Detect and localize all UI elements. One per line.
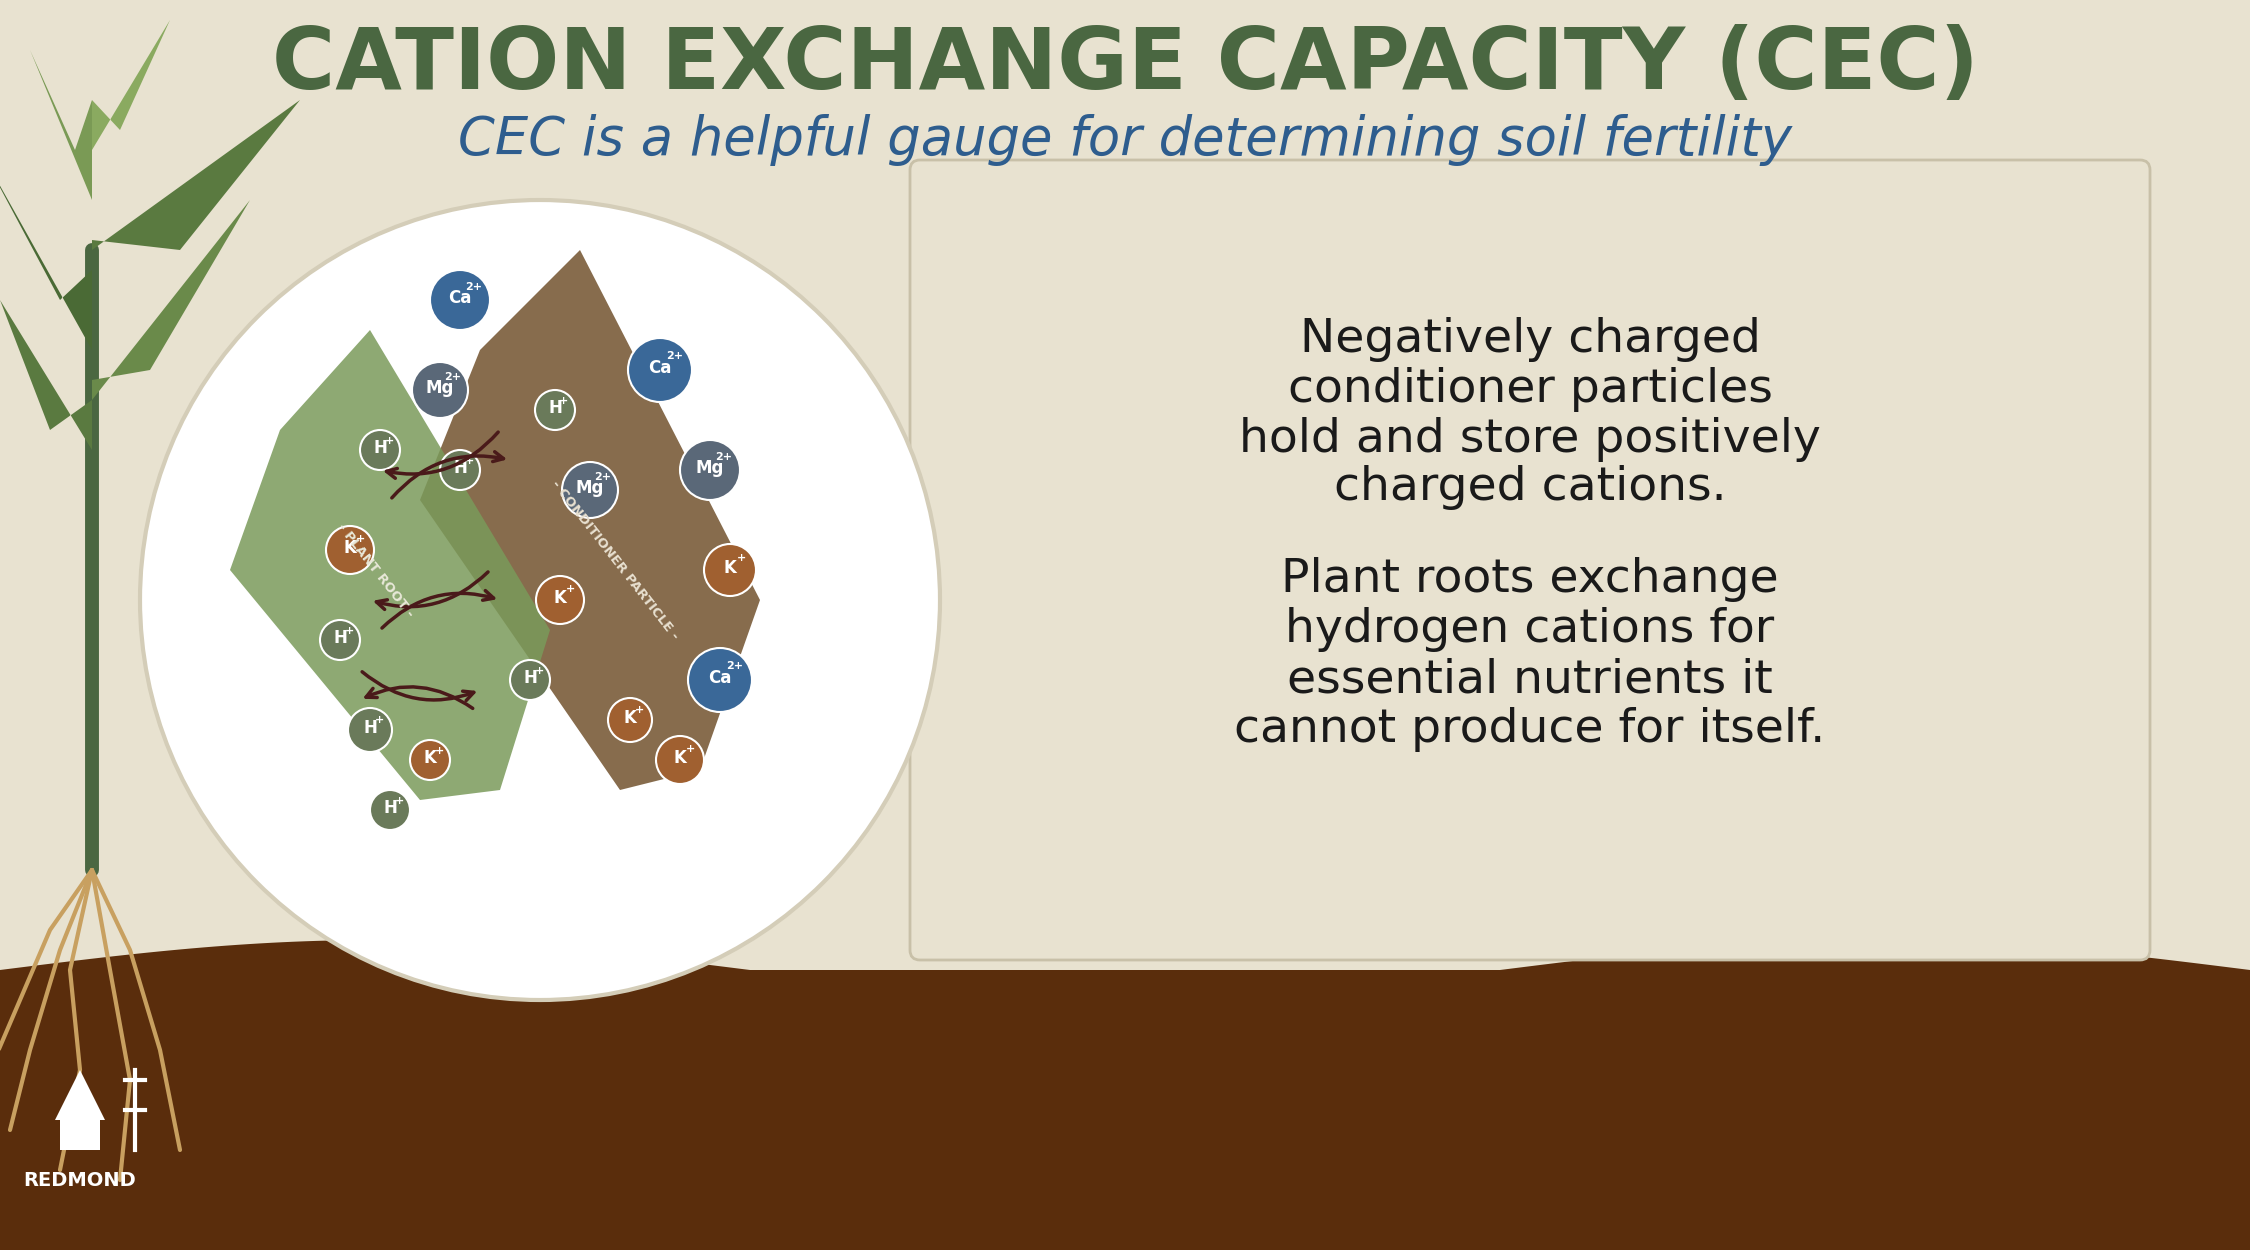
Text: REDMOND: REDMOND xyxy=(22,1170,137,1190)
Circle shape xyxy=(410,740,450,780)
Polygon shape xyxy=(54,1070,106,1120)
Polygon shape xyxy=(0,940,2250,1250)
FancyBboxPatch shape xyxy=(0,970,2250,1250)
Polygon shape xyxy=(421,250,760,790)
Text: Mg: Mg xyxy=(576,479,605,498)
FancyBboxPatch shape xyxy=(909,160,2151,960)
Text: CEC is a helpful gauge for determining soil fertility: CEC is a helpful gauge for determining s… xyxy=(459,114,1791,166)
Text: 2+: 2+ xyxy=(666,350,684,360)
Circle shape xyxy=(319,620,360,660)
Text: Mg: Mg xyxy=(425,379,454,398)
Text: H: H xyxy=(333,629,346,648)
Text: H: H xyxy=(452,459,468,478)
Text: 2+: 2+ xyxy=(443,372,461,382)
Text: +: + xyxy=(560,396,569,406)
Text: Plant roots exchange: Plant roots exchange xyxy=(1280,558,1780,602)
Text: Negatively charged: Negatively charged xyxy=(1300,318,1760,362)
FancyBboxPatch shape xyxy=(61,1120,99,1150)
Text: +: + xyxy=(434,746,443,756)
Text: K: K xyxy=(423,749,436,768)
Polygon shape xyxy=(229,330,549,800)
Text: +: + xyxy=(376,715,385,725)
Polygon shape xyxy=(92,100,299,250)
Text: K: K xyxy=(554,589,567,608)
Circle shape xyxy=(140,200,940,1000)
Text: +: + xyxy=(385,436,394,446)
Text: charged cations.: charged cations. xyxy=(1334,465,1726,510)
Text: H: H xyxy=(382,799,396,818)
Circle shape xyxy=(536,576,585,624)
Text: K: K xyxy=(623,709,637,727)
Text: essential nutrients it: essential nutrients it xyxy=(1287,658,1773,702)
Polygon shape xyxy=(0,300,92,450)
Text: Ca: Ca xyxy=(448,289,472,308)
Polygon shape xyxy=(92,20,171,150)
Text: Ca: Ca xyxy=(709,669,731,688)
Text: +: + xyxy=(536,666,544,676)
Text: H: H xyxy=(522,669,538,688)
Text: +: + xyxy=(394,796,403,806)
Text: K: K xyxy=(344,539,356,558)
Text: +: + xyxy=(634,705,643,715)
Text: +: + xyxy=(738,554,747,564)
Circle shape xyxy=(441,450,479,490)
Text: - PLANT ROOT -: - PLANT ROOT - xyxy=(335,520,416,620)
Circle shape xyxy=(369,790,410,830)
Text: 2+: 2+ xyxy=(466,281,482,291)
Text: Mg: Mg xyxy=(695,459,724,478)
Circle shape xyxy=(562,462,619,518)
Circle shape xyxy=(430,270,490,330)
Circle shape xyxy=(412,362,468,418)
Text: cannot produce for itself.: cannot produce for itself. xyxy=(1235,707,1825,752)
Text: hydrogen cations for: hydrogen cations for xyxy=(1285,608,1775,652)
Text: H: H xyxy=(362,719,378,738)
Text: hold and store positively: hold and store positively xyxy=(1240,418,1820,462)
Polygon shape xyxy=(0,150,92,350)
Text: 2+: 2+ xyxy=(594,472,612,482)
Text: - CONDITIONER PARTICLE -: - CONDITIONER PARTICLE - xyxy=(549,478,682,642)
Circle shape xyxy=(628,338,693,402)
Circle shape xyxy=(349,707,392,752)
Text: +: + xyxy=(464,456,475,466)
Text: 2+: 2+ xyxy=(727,660,742,670)
Text: K: K xyxy=(724,559,736,578)
Text: K: K xyxy=(673,749,686,768)
Circle shape xyxy=(608,698,652,742)
Text: +: + xyxy=(344,626,353,636)
Circle shape xyxy=(688,648,752,712)
Text: 2+: 2+ xyxy=(716,451,731,461)
Text: +: + xyxy=(356,534,364,544)
Text: +: + xyxy=(686,744,695,754)
Text: H: H xyxy=(374,439,387,458)
Circle shape xyxy=(360,430,400,470)
Text: CATION EXCHANGE CAPACITY (CEC): CATION EXCHANGE CAPACITY (CEC) xyxy=(272,24,1978,106)
Text: +: + xyxy=(567,584,576,594)
Polygon shape xyxy=(92,200,250,400)
Circle shape xyxy=(704,544,756,596)
Circle shape xyxy=(326,526,374,574)
Circle shape xyxy=(536,390,576,430)
Text: H: H xyxy=(549,399,562,418)
Circle shape xyxy=(511,660,549,700)
Text: conditioner particles: conditioner particles xyxy=(1287,368,1773,413)
Circle shape xyxy=(657,736,704,784)
Circle shape xyxy=(680,440,740,500)
Text: Ca: Ca xyxy=(648,359,673,378)
Polygon shape xyxy=(29,50,92,200)
